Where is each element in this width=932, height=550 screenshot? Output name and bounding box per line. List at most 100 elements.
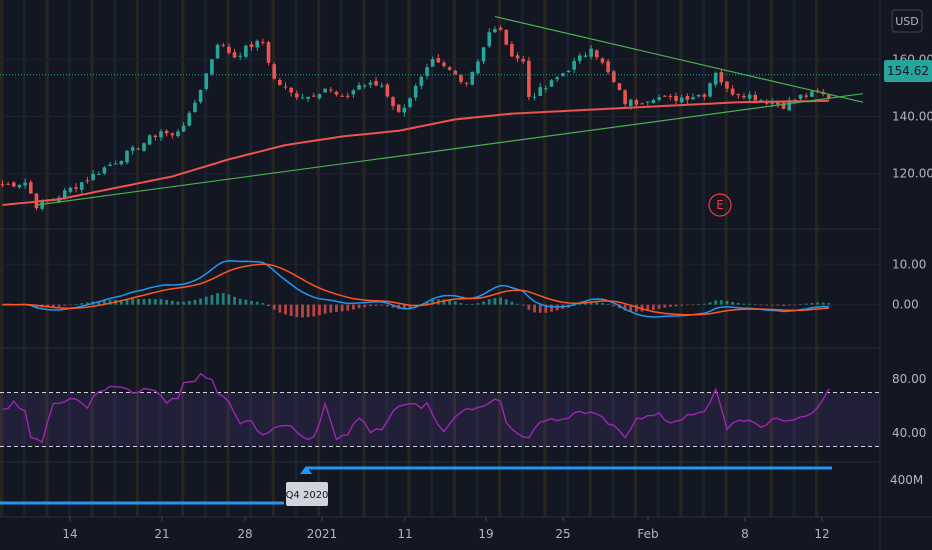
date-tick-label: 25 (555, 527, 570, 541)
macd-histogram-bar (691, 304, 695, 306)
candle-body (753, 94, 758, 101)
candle-body (198, 89, 203, 102)
candle-body (266, 42, 271, 63)
macd-histogram-bar (148, 298, 152, 305)
macd-histogram-bar (153, 299, 157, 305)
candle-body (447, 67, 452, 70)
candle-body (249, 44, 254, 48)
candle-body (413, 85, 418, 98)
price-pane (0, 15, 880, 212)
macd-histogram-bar (402, 304, 406, 310)
session-band (271, 0, 275, 517)
date-tick-label: Feb (637, 527, 658, 541)
macd-histogram-bar (521, 304, 525, 306)
candle-body (549, 80, 554, 87)
candle-body (651, 100, 656, 103)
currency-label[interactable]: USD (891, 9, 923, 33)
session-band (815, 0, 819, 517)
date-tick-label: 28 (237, 527, 252, 541)
date-tick-label: 19 (478, 527, 493, 541)
candle-body (323, 88, 327, 93)
candle-body (261, 41, 265, 43)
date-tick-label: 2021 (307, 527, 338, 541)
candle-body (634, 100, 639, 105)
currency-text: USD (895, 15, 919, 28)
session-band (384, 0, 389, 517)
macd-histogram-bar (550, 304, 553, 312)
candle-body (770, 102, 775, 104)
candle-body (419, 76, 424, 86)
candle-body (589, 48, 593, 57)
candle-body (628, 99, 633, 106)
macd-histogram-bar (80, 303, 84, 305)
quarter-label[interactable]: Q4 2020 (286, 482, 329, 506)
candle-body (436, 58, 441, 63)
date-axis[interactable]: 14 21 28 2021 11 19 25 Feb 8 12 (62, 517, 830, 541)
session-band (226, 0, 230, 517)
candle-body (595, 50, 599, 58)
candle-body (6, 183, 10, 185)
macd-histogram-bar (589, 301, 593, 305)
candle-body (289, 87, 293, 93)
rsi-axis[interactable]: 80.00 40.00 (892, 372, 926, 440)
candle-body (572, 61, 576, 70)
candle-body (725, 81, 729, 89)
earnings-marker[interactable]: E (708, 193, 732, 217)
candle-body (119, 160, 124, 165)
macd-histogram-bar (238, 298, 242, 305)
macd-axis[interactable]: 10.00 0.00 (892, 257, 926, 311)
candle-body (645, 101, 650, 103)
candle-body (238, 55, 243, 57)
currency-box (891, 9, 923, 33)
candle-body (674, 95, 678, 102)
session-band (769, 0, 773, 517)
macd-histogram-bar (363, 304, 367, 308)
macd-histogram-bar (748, 303, 752, 305)
candle-body (696, 94, 701, 97)
candle-body (662, 95, 667, 97)
session-band (294, 0, 298, 517)
session-band (203, 0, 207, 517)
candle-body (374, 80, 378, 86)
candle-body (295, 93, 299, 98)
candle-body (804, 95, 809, 97)
macd-histogram-bar (753, 304, 757, 306)
candle-body (113, 163, 118, 165)
macd-histogram-bar (782, 304, 785, 307)
macd-histogram-bar (516, 303, 519, 305)
candle-body (147, 135, 152, 145)
macd-histogram-bar (680, 304, 684, 306)
session-band (0, 0, 4, 517)
macd-tick-label: 0.00 (892, 298, 919, 312)
candle-body (193, 102, 197, 112)
macd-histogram-bar (765, 304, 768, 306)
candle-body (787, 100, 792, 111)
candle-body (17, 184, 22, 188)
session-band (90, 0, 94, 517)
session-bands (0, 0, 819, 517)
rsi-band-fill (0, 392, 880, 447)
candle-body (215, 44, 220, 59)
candle-body (532, 96, 537, 98)
macd-histogram-bar (74, 304, 78, 305)
macd-histogram-bar (527, 304, 531, 310)
session-band (747, 0, 751, 517)
macd-histogram-bar (136, 299, 140, 305)
macd-histogram-bar (793, 304, 797, 306)
macd-histogram-bar (787, 304, 791, 306)
candle-body (334, 91, 339, 95)
macd-histogram-bar (697, 303, 701, 305)
macd-histogram-bar (227, 294, 231, 305)
macd-histogram-bar (465, 304, 469, 305)
candle-body (430, 59, 435, 67)
date-tick-label: 21 (154, 527, 169, 541)
candle-body (379, 85, 384, 87)
macd-histogram-bar (725, 300, 729, 305)
macd-histogram-bar (267, 304, 270, 307)
volume-pane (0, 466, 832, 505)
macd-histogram-bar (221, 293, 225, 305)
session-band (543, 0, 547, 517)
candle-body (176, 131, 180, 137)
candle-body (102, 167, 107, 174)
